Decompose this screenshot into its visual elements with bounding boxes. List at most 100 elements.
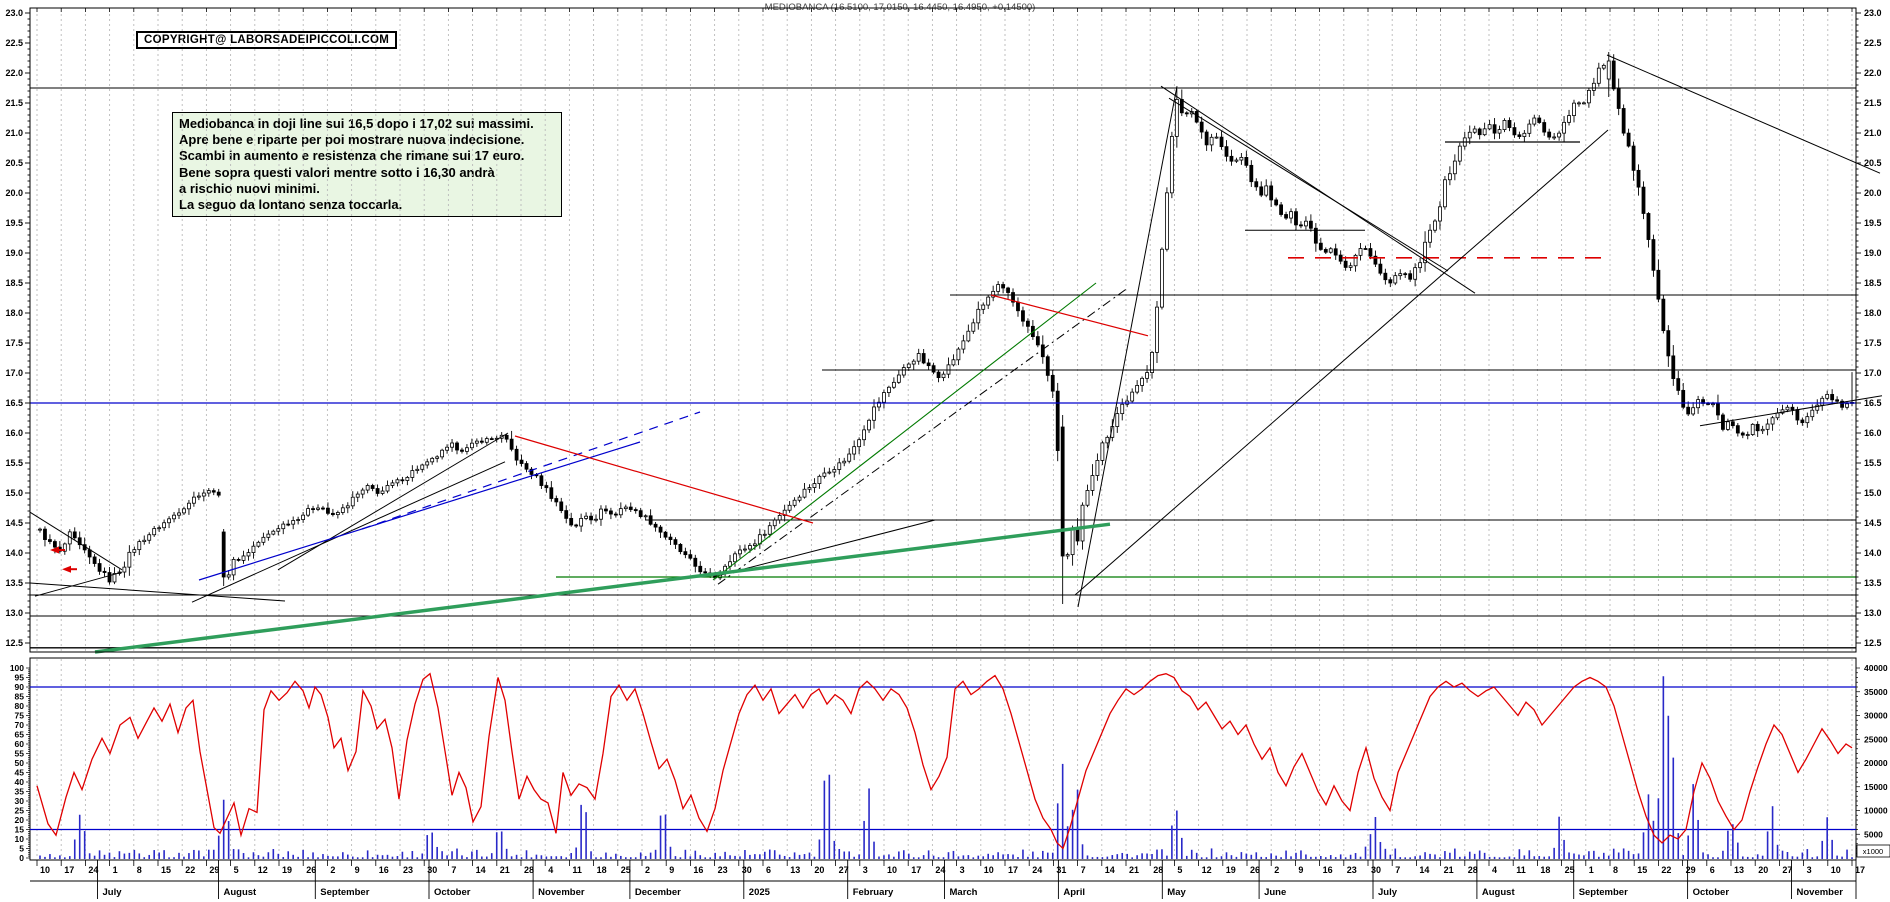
candle-up xyxy=(767,525,772,535)
price-label-right: 18.0 xyxy=(1864,308,1882,318)
candle-up xyxy=(301,514,306,520)
indicator-label: 85 xyxy=(15,692,25,702)
candle-up xyxy=(906,363,911,368)
candle-down xyxy=(663,531,668,538)
candle-up xyxy=(971,322,976,332)
candle-down xyxy=(936,371,941,379)
red-arrow-icon xyxy=(50,546,59,554)
week-label: 4 xyxy=(1492,865,1497,875)
candle-down xyxy=(658,526,663,533)
candle-up xyxy=(1557,132,1562,138)
candle-up xyxy=(1522,132,1527,137)
price-label-right: 20.0 xyxy=(1864,188,1882,198)
candle-down xyxy=(1045,356,1050,376)
trend-line xyxy=(94,522,1111,654)
candle-up xyxy=(465,447,469,452)
candle-up xyxy=(599,508,603,520)
price-label-left: 16.0 xyxy=(5,428,23,438)
candle-up xyxy=(231,558,236,576)
candle-up xyxy=(807,487,812,490)
candle-up xyxy=(1760,428,1765,432)
week-label: 30 xyxy=(742,865,752,875)
week-label: 21 xyxy=(1129,865,1139,875)
week-label: 7 xyxy=(1081,865,1086,875)
candle-down xyxy=(1626,132,1631,147)
candle-up xyxy=(857,439,862,448)
candle-down xyxy=(1016,301,1020,312)
week-label: 18 xyxy=(597,865,607,875)
month-label: February xyxy=(853,887,894,898)
candle-down xyxy=(1060,426,1065,557)
trend-line xyxy=(712,519,936,578)
candle-up xyxy=(623,506,628,510)
candle-down xyxy=(1641,186,1646,214)
candle-up xyxy=(1745,434,1750,436)
week-label: 2 xyxy=(1274,865,1279,875)
candle-up xyxy=(996,284,1001,292)
candle-up xyxy=(1443,179,1447,208)
candle-down xyxy=(1254,181,1259,188)
trend-line xyxy=(29,582,286,602)
candle-up xyxy=(127,551,132,568)
candle-up xyxy=(246,552,251,557)
week-label: 19 xyxy=(1226,865,1236,875)
week-label: 26 xyxy=(306,865,316,875)
month-label: September xyxy=(1579,887,1628,898)
candle-up xyxy=(1502,120,1507,130)
candle-up xyxy=(1562,121,1566,134)
candle-up xyxy=(122,566,127,573)
candle-up xyxy=(887,386,891,393)
candle-down xyxy=(1507,120,1512,128)
candle-up xyxy=(196,495,201,498)
candle-down xyxy=(1308,220,1313,229)
candle-down xyxy=(1026,320,1030,327)
trend-line xyxy=(1077,86,1178,608)
candle-up xyxy=(1711,403,1715,406)
candle-down xyxy=(1055,390,1060,451)
candle-up xyxy=(445,446,449,451)
candle-up xyxy=(201,492,206,497)
price-label-right: 17.0 xyxy=(1864,368,1882,378)
week-label: 23 xyxy=(718,865,728,875)
candle-up xyxy=(281,523,286,530)
candle-up xyxy=(365,485,370,491)
candle-up xyxy=(306,508,310,516)
candle-up xyxy=(777,515,782,521)
candle-up xyxy=(1805,416,1810,424)
price-label-right: 14.5 xyxy=(1864,518,1882,528)
candle-down xyxy=(1636,169,1641,188)
week-label: 7 xyxy=(451,865,456,875)
price-label-right: 18.5 xyxy=(1864,278,1882,288)
candle-up xyxy=(206,490,211,494)
candle-down xyxy=(97,563,102,572)
candle-down xyxy=(102,570,107,573)
candle-down xyxy=(1279,204,1283,215)
candle-down xyxy=(1408,273,1413,280)
candle-up xyxy=(802,488,807,498)
candle-up xyxy=(1264,185,1269,196)
candle-up xyxy=(1418,262,1423,269)
week-label: 17 xyxy=(64,865,74,875)
week-label: 20 xyxy=(814,865,824,875)
candle-up xyxy=(1174,98,1179,137)
candle-down xyxy=(1373,255,1378,265)
month-label: March xyxy=(950,887,978,898)
candlestick-series xyxy=(38,52,1854,604)
candle-up xyxy=(38,528,42,531)
volume-series xyxy=(39,676,1853,859)
candle-up xyxy=(1457,145,1462,162)
candle-up xyxy=(837,462,842,470)
indicator-label: 70 xyxy=(15,720,25,730)
analysis-note-line: a rischio nuovi minimi. xyxy=(179,180,320,196)
candle-up xyxy=(1750,423,1755,435)
candle-down xyxy=(1671,355,1676,379)
candle-up xyxy=(772,519,777,527)
volume-label: 15000 xyxy=(1864,782,1888,792)
week-label: 13 xyxy=(1734,865,1744,875)
candle-up xyxy=(112,573,117,583)
candle-up xyxy=(360,489,365,495)
candle-up xyxy=(1348,265,1353,268)
horizontal-levels xyxy=(30,87,1856,649)
trend-line xyxy=(514,435,814,524)
price-label-right: 21.0 xyxy=(1864,128,1882,138)
